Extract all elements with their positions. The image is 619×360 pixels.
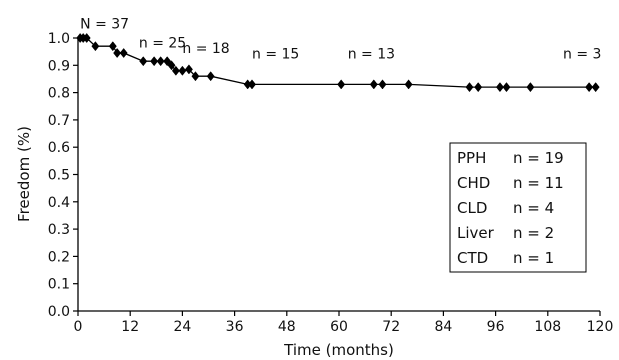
data-point-marker <box>495 82 504 93</box>
y-tick-label: 0.6 <box>48 140 70 156</box>
legend-label-chd: CHD <box>457 174 490 192</box>
x-tick-label: 108 <box>534 319 561 335</box>
legend-label-cld: CLD <box>457 199 487 217</box>
data-point-marker <box>91 41 100 52</box>
at-risk-annotation: n = 13 <box>348 46 395 62</box>
data-point-marker <box>502 82 511 93</box>
data-point-marker <box>378 79 387 90</box>
data-point-marker <box>82 32 91 44</box>
legend-label-liver: Liver <box>457 224 495 242</box>
data-point-marker <box>167 60 176 71</box>
legend-count-ctd: n = 1 <box>513 249 554 267</box>
data-point-marker <box>184 64 193 75</box>
data-point-marker <box>113 48 122 59</box>
data-point-marker <box>585 82 594 93</box>
legend-count-cld: n = 4 <box>513 199 554 217</box>
y-tick-label: 0.9 <box>48 58 70 74</box>
legend-count-liver: n = 2 <box>513 224 554 242</box>
data-point-marker <box>247 79 257 90</box>
x-axis-label: Time (months) <box>283 341 394 359</box>
x-tick-label: 120 <box>587 319 614 335</box>
y-tick-label: 0.7 <box>48 113 70 129</box>
y-tick-label: 0.5 <box>48 168 70 184</box>
at-risk-annotation: n = 18 <box>182 41 229 57</box>
y-tick-label: 0.3 <box>48 222 70 238</box>
x-tick-label: 60 <box>330 319 348 335</box>
at-risk-annotation: n = 3 <box>563 46 601 62</box>
data-point-marker <box>156 56 165 67</box>
axis-ticks: 0 12 24 36 48 60 72 84 96 108 120 0.0 0.1 0.2 0.3 0.4 0.… <box>48 31 614 335</box>
data-point-marker <box>337 79 346 90</box>
x-tick-label: 24 <box>173 319 191 335</box>
series-layer <box>76 32 600 93</box>
data-point-marker <box>119 48 128 59</box>
at-risk-annotation: n = 15 <box>252 46 299 62</box>
y-tick-label: 1.0 <box>48 31 70 47</box>
y-axis-label: Freedom (%) <box>15 126 33 222</box>
y-tick-label: 0.8 <box>48 86 70 102</box>
data-point-marker <box>465 82 474 93</box>
x-tick-label: 48 <box>278 319 296 335</box>
at-risk-annotation: n = 25 <box>139 36 186 52</box>
x-tick-label: 72 <box>382 319 400 335</box>
data-point-marker <box>150 56 159 67</box>
data-point-marker <box>526 82 535 93</box>
legend-label-ctd: CTD <box>457 249 488 267</box>
x-tick-label: 84 <box>434 319 452 335</box>
at-risk-annotation: N = 37 <box>80 16 129 32</box>
y-tick-label: 0.0 <box>48 304 70 320</box>
legend: PPH n = 19 CHD n = 11 CLD n = 4 Liver n … <box>449 142 587 273</box>
data-point-marker <box>108 41 117 52</box>
data-point-marker <box>178 65 187 76</box>
y-tick-label: 0.4 <box>48 195 70 211</box>
data-point-marker <box>474 82 483 93</box>
legend-box <box>449 142 587 273</box>
x-tick-label: 96 <box>487 319 505 335</box>
legend-label-pph: PPH <box>457 149 486 167</box>
data-point-marker <box>139 56 148 67</box>
data-point-marker <box>369 79 378 90</box>
x-tick-label: 12 <box>121 319 139 335</box>
data-point-marker <box>206 71 215 82</box>
data-point-marker <box>171 65 180 76</box>
data-point-marker <box>404 79 413 90</box>
legend-count-pph: n = 19 <box>513 149 564 167</box>
y-tick-label: 0.2 <box>48 249 70 265</box>
annotation-layer: N = 37 n = 25n = 18 n = 15 n = 13 n = 3 <box>80 16 601 62</box>
data-point-marker <box>191 71 200 82</box>
y-tick-label: 0.1 <box>48 277 70 293</box>
data-point-marker <box>591 82 600 93</box>
x-tick-label: 36 <box>226 319 244 335</box>
legend-count-chd: n = 11 <box>513 174 564 192</box>
x-tick-label: 0 <box>74 319 83 335</box>
